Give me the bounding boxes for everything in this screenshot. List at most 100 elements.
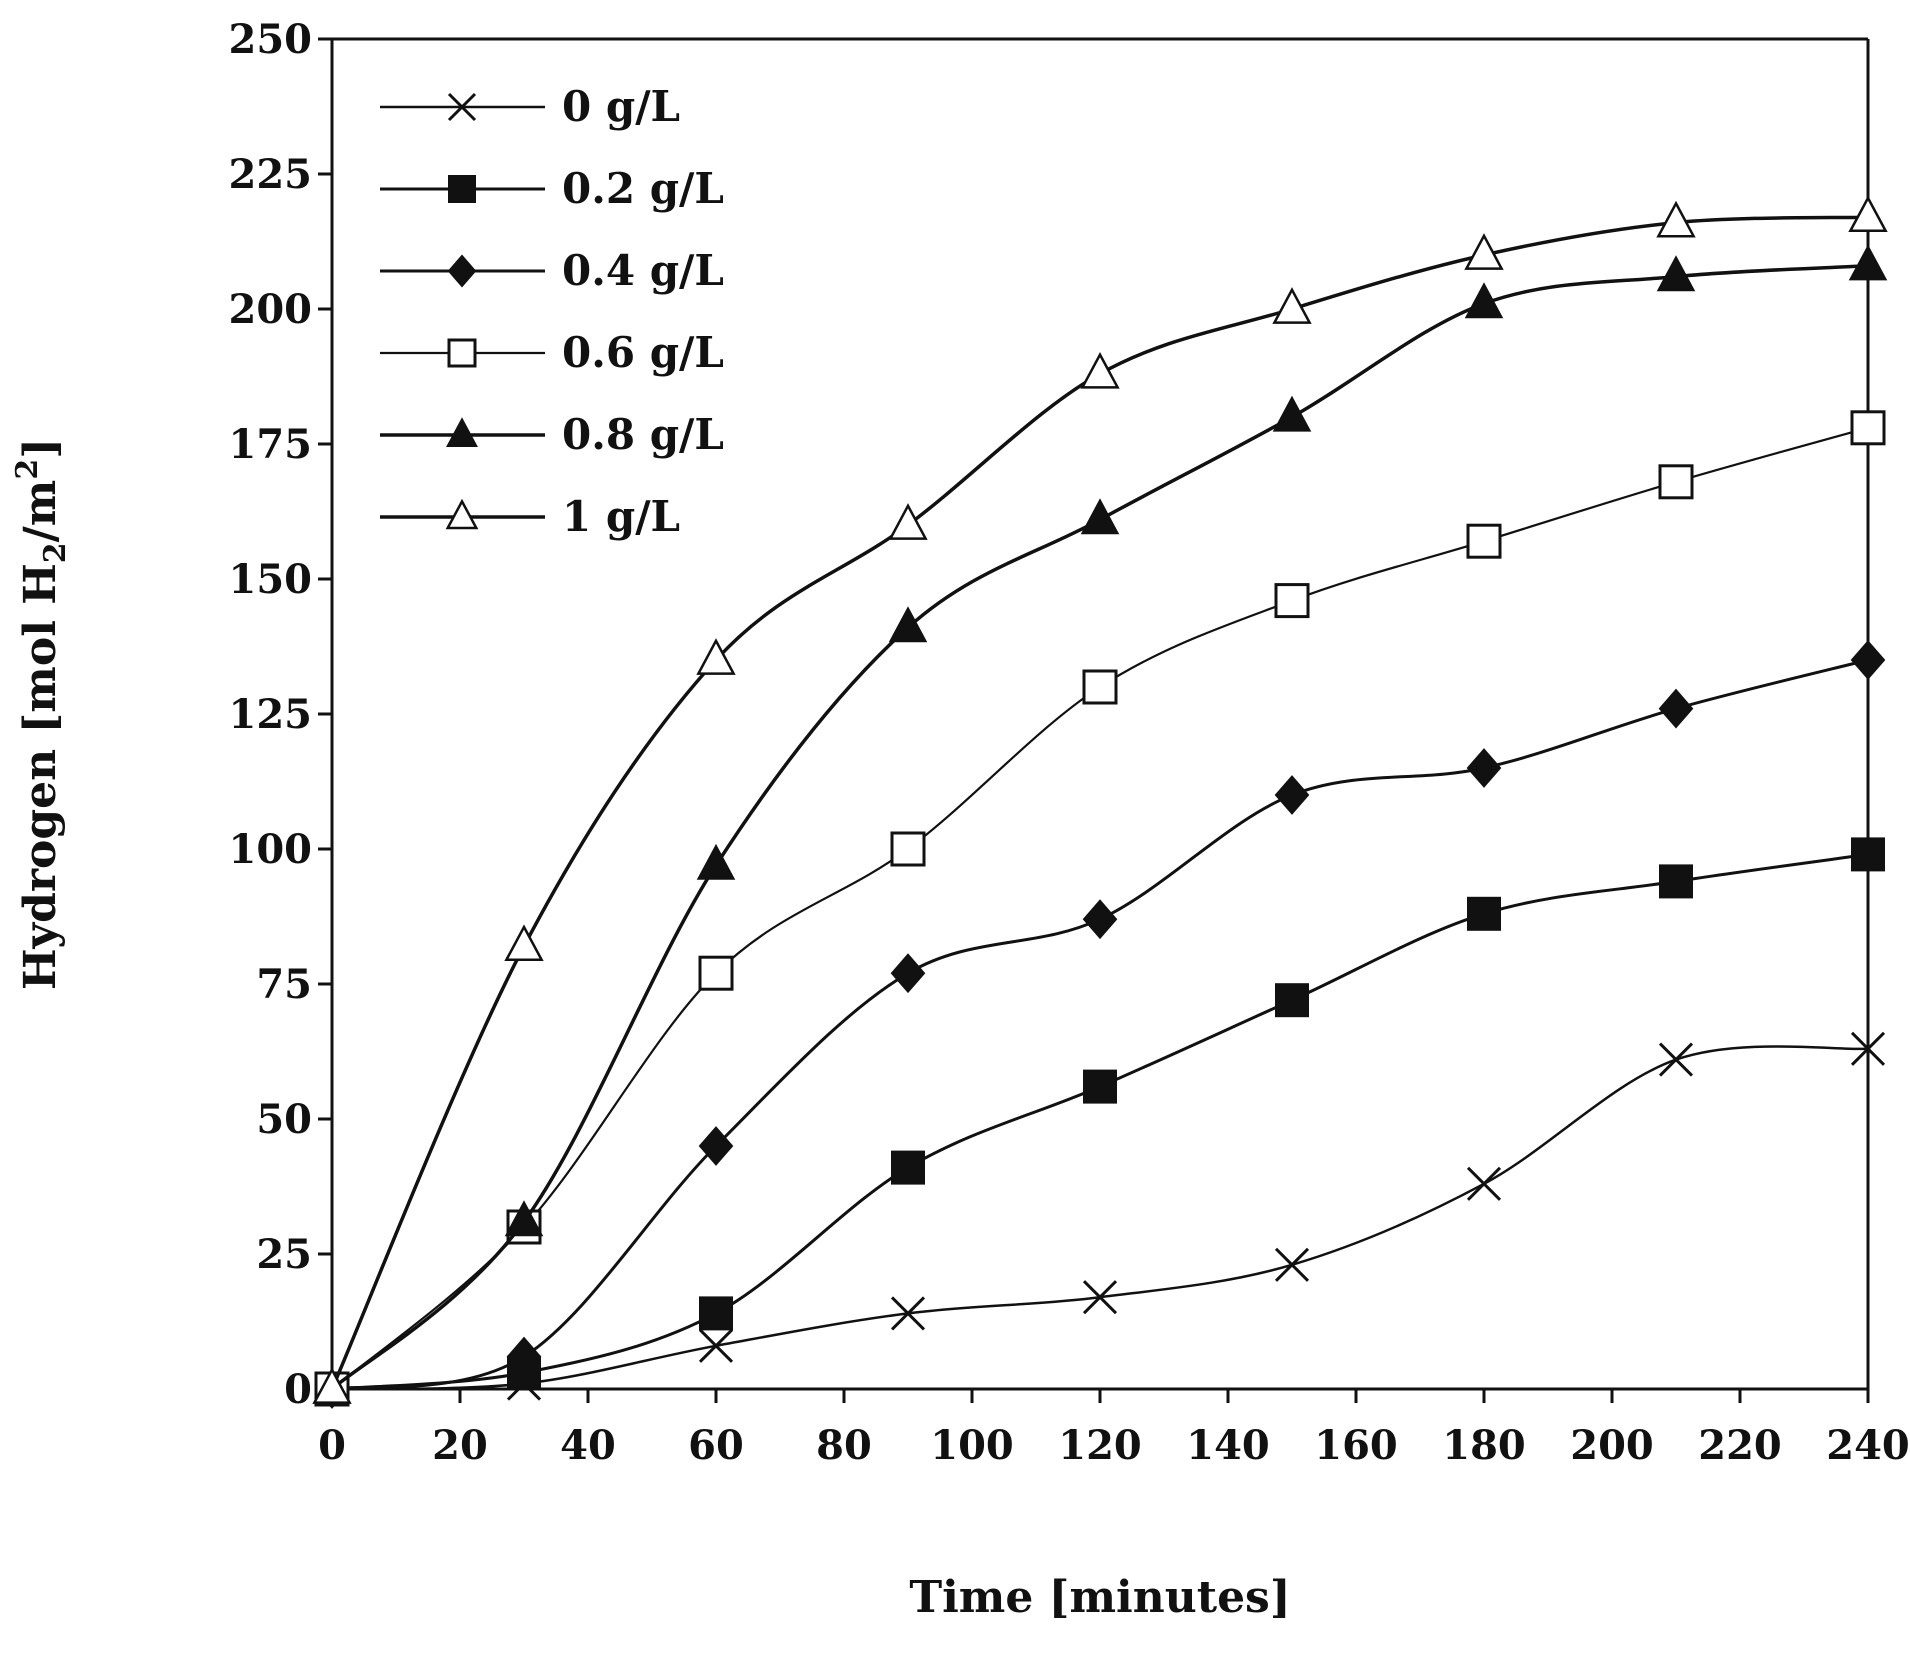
legend-marker — [448, 175, 476, 203]
series-line — [330, 215, 1869, 1390]
data-point — [890, 953, 926, 994]
data-point — [1467, 896, 1501, 931]
data-point — [1083, 1069, 1117, 1104]
data-point — [1848, 195, 1888, 233]
data-point — [698, 1328, 734, 1363]
legend-marker — [446, 417, 478, 448]
y-tick-label: 175 — [229, 421, 313, 468]
legend: 0 g/L 0.2 g/L 0.4 g/L 0.6 g/L 0.8 g/L 1 g/L — [380, 82, 724, 541]
y-title-sub: 2 — [38, 542, 73, 563]
y-tick-label: 75 — [256, 961, 312, 1008]
legend-marker — [447, 92, 477, 122]
x-tick-label: 40 — [560, 1422, 616, 1469]
data-point — [698, 955, 734, 991]
y-tick-label: 250 — [229, 16, 313, 63]
x-tick-label: 240 — [1826, 1422, 1910, 1469]
series-line — [331, 426, 1869, 1390]
data-point — [504, 1200, 544, 1237]
x-tick-label: 220 — [1698, 1422, 1782, 1469]
data-point — [1464, 233, 1504, 270]
data-point — [1272, 287, 1312, 324]
legend-label: 0 g/L — [562, 82, 680, 131]
data-point — [1850, 410, 1886, 446]
x-tick-label: 180 — [1442, 1422, 1526, 1469]
data-point — [1658, 1042, 1694, 1077]
data-point — [1080, 351, 1120, 389]
y-tick-label: 0 — [284, 1366, 312, 1413]
y-title-mid: /m — [15, 480, 66, 543]
x-tick-label: 20 — [432, 1422, 488, 1469]
legend-item: 0.2 g/L — [380, 164, 724, 213]
data-point — [1850, 640, 1886, 680]
data-point — [1850, 1031, 1886, 1066]
y-axis-title: Hydrogen [mol H2/m2] — [10, 438, 73, 990]
series-line — [331, 1045, 1869, 1391]
data-point — [1659, 864, 1693, 899]
series-0-8-g-l — [312, 244, 1888, 1404]
data-point — [1082, 1280, 1118, 1315]
data-point — [698, 1126, 734, 1166]
data-point — [1466, 748, 1502, 788]
x-tick-label: 0 — [318, 1422, 346, 1469]
plot-frame — [330, 37, 1870, 1391]
data-point — [696, 843, 736, 880]
data-point — [506, 1336, 542, 1377]
data-point — [1466, 523, 1502, 559]
y-tick-label: 25 — [256, 1231, 312, 1278]
x-axis-title: Time [minutes] — [909, 1572, 1290, 1623]
series-line — [331, 658, 1869, 1391]
data-point — [696, 638, 736, 675]
data-point — [312, 1367, 352, 1404]
data-point — [1658, 464, 1694, 500]
data-point — [891, 1150, 925, 1185]
data-point — [1656, 200, 1696, 238]
y-title-sup: 2 — [10, 459, 45, 480]
x-tick-label: 100 — [930, 1422, 1014, 1469]
legend-label: 0.2 g/L — [562, 164, 724, 213]
legend-item: 0.6 g/L — [380, 328, 724, 377]
legend-label: 0.6 g/L — [562, 328, 724, 377]
data-point — [1272, 395, 1312, 432]
x-tick-label: 60 — [688, 1422, 744, 1469]
data-point — [1274, 583, 1310, 619]
data-point — [1658, 688, 1694, 729]
y-tick-label: 150 — [229, 556, 313, 603]
x-axis: 0 20 40 60 80 100 120 140 160 180 200 220 240 — [318, 1389, 1910, 1469]
y-title-main: Hydrogen [mol H — [15, 563, 66, 990]
data-point — [890, 1296, 926, 1331]
x-tick-label: 200 — [1570, 1422, 1654, 1469]
x-tick-label: 160 — [1314, 1422, 1398, 1469]
x-tick-label: 140 — [1186, 1422, 1270, 1469]
series-layer — [312, 195, 1888, 1409]
legend-label: 1 g/L — [562, 492, 680, 541]
y-tick-label: 200 — [229, 286, 313, 333]
series-line — [330, 264, 1869, 1391]
data-point — [1466, 1166, 1502, 1201]
x-tick-label: 120 — [1058, 1422, 1142, 1469]
legend-item: 0.8 g/L — [380, 410, 724, 459]
y-tick-label: 100 — [229, 826, 313, 873]
series-1-g-l — [312, 195, 1888, 1404]
series-0-6-g-l — [314, 410, 1886, 1407]
y-axis: 0 25 50 75 100 125 150 175 200 225 250 — [229, 16, 332, 1413]
data-point — [1080, 498, 1120, 535]
x-tick-label: 80 — [816, 1422, 872, 1469]
data-point — [699, 1296, 733, 1331]
data-point — [888, 503, 928, 540]
legend-marker — [447, 338, 477, 368]
data-point — [1274, 775, 1310, 815]
data-point — [890, 831, 926, 867]
data-point — [888, 606, 928, 643]
data-point — [504, 924, 544, 962]
legend-marker — [447, 254, 477, 288]
y-title-end: ] — [15, 438, 66, 459]
y-tick-label: 50 — [256, 1096, 312, 1143]
legend-marker — [445, 498, 479, 530]
legend-item: 1 g/L — [380, 492, 680, 541]
legend-label: 0.4 g/L — [562, 246, 724, 295]
legend-label: 0.8 g/L — [562, 410, 724, 459]
legend-item: 0.4 g/L — [380, 246, 724, 295]
data-point — [1848, 244, 1888, 281]
y-tick-label: 225 — [229, 151, 313, 198]
